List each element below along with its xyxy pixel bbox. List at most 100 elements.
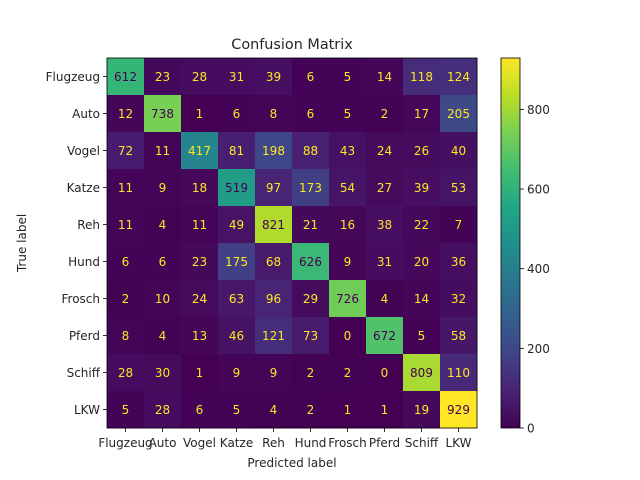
cell-value-label: 173 <box>299 181 322 195</box>
heatmap-cell <box>403 317 441 355</box>
cell-value-label: 28 <box>118 366 133 380</box>
heatmap-cell <box>292 132 330 170</box>
cell-value-label: 205 <box>447 107 470 121</box>
cell-value-label: 29 <box>303 292 318 306</box>
cell-value-label: 54 <box>340 181 355 195</box>
heatmap-cell <box>181 354 219 392</box>
heatmap-cell <box>181 58 219 96</box>
cell-value-label: 13 <box>192 329 207 343</box>
heatmap-cell <box>144 169 182 207</box>
cell-value-label: 36 <box>451 255 466 269</box>
cell-value-label: 68 <box>266 255 281 269</box>
heatmap-cell <box>181 206 219 244</box>
heatmap-cell <box>366 132 404 170</box>
cell-value-label: 5 <box>418 329 426 343</box>
cell-value-label: 39 <box>414 181 429 195</box>
cell-value-label: 24 <box>377 144 392 158</box>
cell-value-label: 6 <box>307 107 315 121</box>
cell-value-label: 58 <box>451 329 466 343</box>
cell-value-label: 124 <box>447 70 470 84</box>
cell-value-label: 38 <box>377 218 392 232</box>
heatmap-cell <box>218 317 256 355</box>
cell-value-label: 20 <box>414 255 429 269</box>
heatmap-cell <box>255 280 293 318</box>
heatmap-cell <box>107 391 145 429</box>
heatmap-cell <box>144 95 182 133</box>
heatmap-cell <box>329 132 367 170</box>
heatmap-cell <box>144 317 182 355</box>
heatmap-cell <box>181 280 219 318</box>
heatmap-cell <box>181 317 219 355</box>
heatmap-cell <box>144 354 182 392</box>
cell-value-label: 97 <box>266 181 281 195</box>
cell-value-label: 4 <box>381 292 389 306</box>
cell-value-label: 6 <box>122 255 130 269</box>
y-axis-label: True label <box>15 214 29 273</box>
heatmap-cell <box>292 317 330 355</box>
cell-value-label: 23 <box>155 70 170 84</box>
heatmap-cell <box>440 132 478 170</box>
heatmap-cell <box>181 95 219 133</box>
cell-value-label: 672 <box>373 329 396 343</box>
cell-value-label: 2 <box>122 292 130 306</box>
heatmap-cell <box>403 132 441 170</box>
heatmap-cell <box>255 317 293 355</box>
cell-value-label: 16 <box>340 218 355 232</box>
heatmap-cell <box>403 354 441 392</box>
x-axis-label: Predicted label <box>247 456 336 470</box>
cell-value-label: 26 <box>414 144 429 158</box>
cell-value-label: 519 <box>225 181 248 195</box>
cell-value-label: 40 <box>451 144 466 158</box>
heatmap-cell <box>329 169 367 207</box>
cell-value-label: 1 <box>196 107 204 121</box>
heatmap-cell <box>292 169 330 207</box>
heatmap-cell <box>218 95 256 133</box>
cell-value-label: 53 <box>451 181 466 195</box>
cell-value-label: 43 <box>340 144 355 158</box>
heatmap-cell <box>440 317 478 355</box>
cell-value-label: 6 <box>307 70 315 84</box>
heatmap-cell <box>255 391 293 429</box>
heatmap-cell <box>403 391 441 429</box>
cell-value-label: 72 <box>118 144 133 158</box>
cell-value-label: 22 <box>414 218 429 232</box>
heatmap-cell <box>366 354 404 392</box>
cell-value-label: 121 <box>262 329 285 343</box>
heatmap-cell <box>366 317 404 355</box>
plot-frame <box>106 57 478 429</box>
cell-value-label: 6 <box>196 403 204 417</box>
heatmap-cell <box>292 58 330 96</box>
heatmap-cell <box>181 132 219 170</box>
cell-value-label: 5 <box>233 403 241 417</box>
heatmap-cell <box>440 243 478 281</box>
heatmap-cell <box>403 243 441 281</box>
colorbar-tick-label: 200 <box>527 342 550 356</box>
cell-value-label: 612 <box>114 70 137 84</box>
heatmap-cell <box>292 95 330 133</box>
cell-value-label: 14 <box>377 70 392 84</box>
heatmap-cell <box>440 95 478 133</box>
cell-value-label: 4 <box>270 403 278 417</box>
cell-value-label: 11 <box>118 181 133 195</box>
y-axis-ticks: Flugzeug Auto Vogel Katze Reh Hund Frosch Pferd… <box>46 70 107 417</box>
heatmap-cell <box>181 243 219 281</box>
cell-value-label: 738 <box>151 107 174 121</box>
heatmap-cell <box>366 58 404 96</box>
heatmap-cell <box>403 206 441 244</box>
heatmap-cell <box>181 169 219 207</box>
colorbar-ticks: 0 200 400 600 800 <box>520 103 550 436</box>
cell-value-label: 110 <box>447 366 470 380</box>
cell-value-label: 2 <box>344 366 352 380</box>
chart-title: Confusion Matrix <box>231 37 353 53</box>
heatmap-cell <box>107 317 145 355</box>
heatmap-cell <box>366 280 404 318</box>
heatmap-cell <box>366 95 404 133</box>
heatmap-cell <box>107 58 145 96</box>
cell-value-label: 417 <box>188 144 211 158</box>
cell-value-label: 7 <box>455 218 463 232</box>
colorbar <box>501 58 520 428</box>
cell-value-label: 809 <box>410 366 433 380</box>
heatmap-cell <box>292 391 330 429</box>
cell-value-label: 23 <box>192 255 207 269</box>
